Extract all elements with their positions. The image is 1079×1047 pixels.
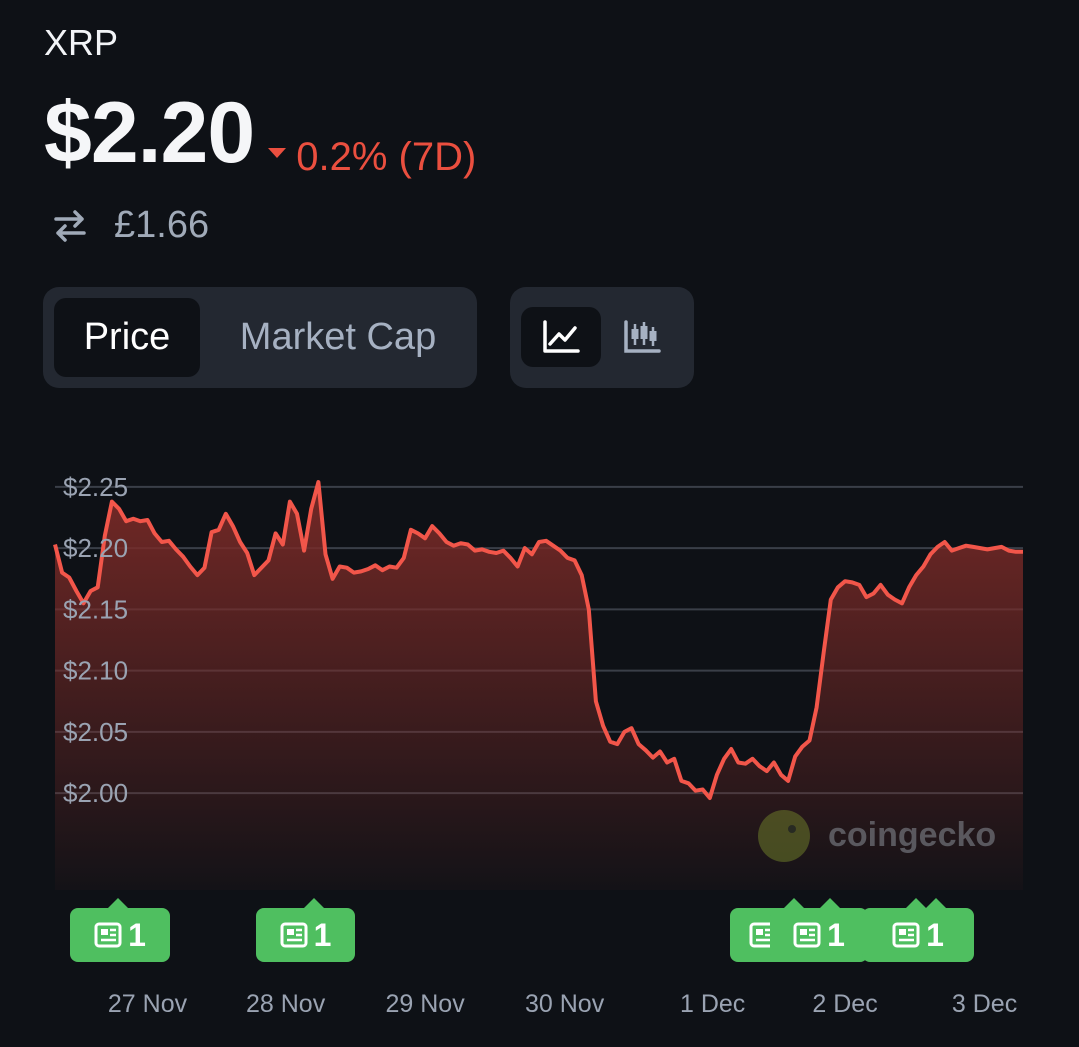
price-change-value: 0.2% (7D) bbox=[296, 134, 477, 179]
price-row: $2.20 0.2% (7D) bbox=[44, 84, 476, 183]
price-area-fill bbox=[55, 482, 1023, 890]
x-tick-label: 30 Nov bbox=[525, 990, 605, 1018]
x-tick-label: 29 Nov bbox=[386, 990, 466, 1018]
news-marker[interactable]: 1 bbox=[256, 898, 355, 962]
price-change: 0.2% (7D) bbox=[268, 135, 476, 180]
chart-type-toggle bbox=[510, 287, 694, 388]
news-pin bbox=[906, 898, 926, 908]
x-tick-label: 3 Dec bbox=[952, 990, 1017, 1018]
news-count: 1 bbox=[926, 916, 944, 953]
tab-market-cap[interactable]: Market Cap bbox=[239, 316, 437, 358]
x-tick-label: 2 Dec bbox=[812, 990, 877, 1018]
y-tick-label: $2.00 bbox=[63, 778, 128, 808]
newspaper-icon bbox=[793, 922, 821, 948]
news-pin bbox=[304, 898, 324, 908]
watermark-text: coingecko bbox=[828, 816, 996, 854]
y-tick-label: $2.15 bbox=[63, 594, 128, 624]
news-count: 1 bbox=[827, 916, 845, 953]
candlestick-chart-icon bbox=[624, 320, 661, 353]
currency-conversion[interactable]: £1.66 bbox=[52, 204, 209, 247]
candlestick-chart-button[interactable] bbox=[602, 307, 682, 367]
news-pin bbox=[784, 898, 804, 908]
gecko-eye-icon bbox=[788, 825, 796, 833]
coin-name: XRP bbox=[44, 22, 119, 63]
news-pin bbox=[820, 898, 840, 908]
news-count: 1 bbox=[313, 916, 332, 953]
y-tick-label: $2.05 bbox=[63, 717, 128, 747]
gecko-logo-icon bbox=[758, 810, 810, 862]
newspaper-icon bbox=[892, 922, 920, 948]
x-tick-label: 28 Nov bbox=[246, 990, 326, 1018]
price-chart[interactable]: coingecko $2.25 $2.20 $2.15 $2.10 $2.05 $2.00… bbox=[0, 440, 1079, 1040]
newspaper-icon bbox=[94, 922, 122, 948]
x-tick-label: 27 Nov bbox=[108, 990, 188, 1018]
news-marker[interactable]: 1 bbox=[70, 898, 170, 962]
x-tick-label: 1 Dec bbox=[680, 990, 745, 1018]
y-tick-label: $2.25 bbox=[63, 472, 128, 502]
tab-price[interactable]: Price bbox=[54, 298, 200, 377]
news-marker[interactable]: 1 bbox=[862, 898, 974, 962]
line-chart-icon bbox=[543, 320, 580, 353]
newspaper-icon bbox=[280, 922, 308, 948]
price-line[interactable] bbox=[53, 480, 1023, 800]
news-pin bbox=[108, 898, 128, 908]
line-chart-button[interactable] bbox=[521, 307, 601, 367]
chart-metric-tabs: Price Market Cap bbox=[43, 287, 477, 388]
converted-price: £1.66 bbox=[114, 204, 210, 246]
news-pin bbox=[926, 898, 946, 908]
coingecko-watermark: coingecko bbox=[758, 810, 996, 862]
y-tick-label: $2.10 bbox=[63, 656, 128, 686]
news-count: 1 bbox=[128, 916, 146, 953]
down-triangle-icon bbox=[268, 148, 287, 158]
swap-arrows-icon[interactable] bbox=[52, 209, 88, 243]
y-tick-label: $2.20 bbox=[63, 533, 128, 563]
current-price: $2.20 bbox=[44, 85, 255, 181]
news-marker[interactable]: 1 bbox=[770, 898, 868, 962]
